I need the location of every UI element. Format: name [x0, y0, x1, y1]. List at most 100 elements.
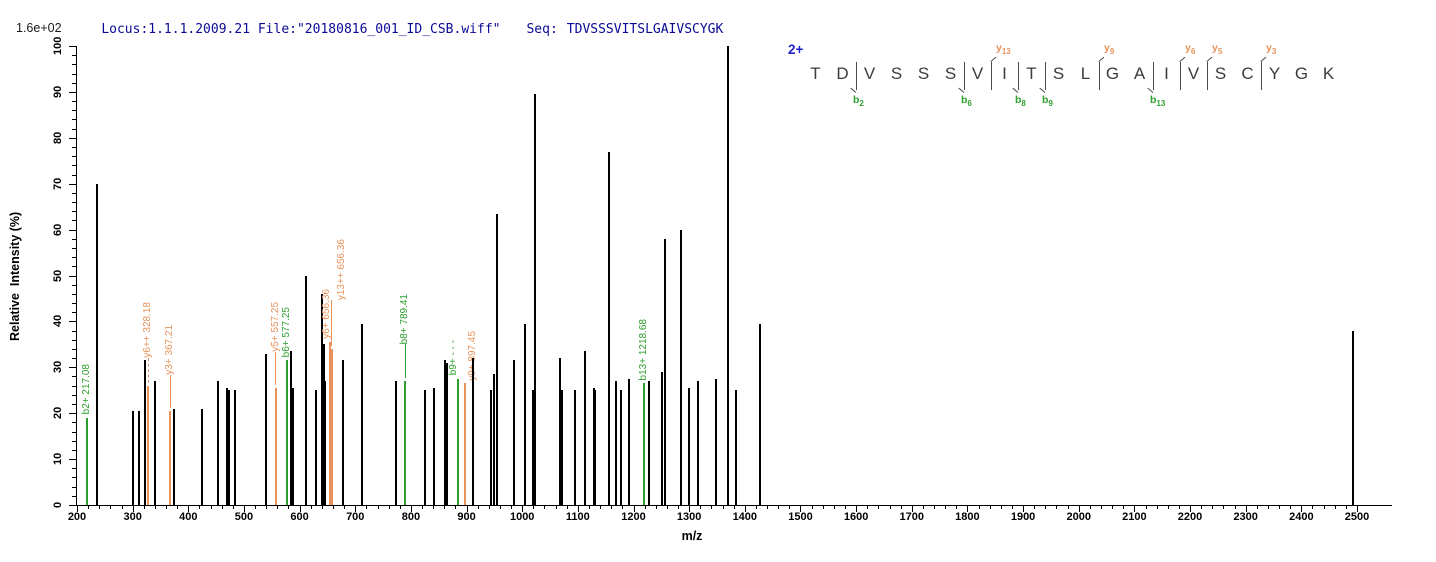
fragment-separator-y5 — [1207, 62, 1208, 90]
y-minor-tick — [72, 110, 76, 112]
x-minor-tick — [666, 506, 668, 509]
residue-13: A — [1133, 64, 1146, 83]
residue-3: V — [863, 64, 876, 83]
residue-10: S — [1052, 64, 1065, 83]
fragment-separator-y13 — [991, 62, 992, 90]
fragment-separator-b13 — [1153, 62, 1154, 90]
peak — [432, 387, 435, 505]
x-major-tick — [466, 506, 468, 512]
x-minor-tick — [321, 506, 323, 509]
y-major-tick — [69, 459, 76, 461]
x-minor-tick — [755, 506, 757, 509]
x-minor-tick — [989, 506, 991, 509]
y-minor-tick — [72, 247, 76, 249]
fragment-label-y9: y9 — [1104, 42, 1115, 57]
x-major-tick — [410, 506, 412, 512]
y-minor-tick — [72, 238, 76, 240]
y-minor-tick — [72, 468, 76, 470]
x-minor-tick — [154, 506, 156, 509]
y-minor-tick — [72, 422, 76, 424]
residue-15: V — [1187, 64, 1200, 83]
y-minor-tick — [72, 284, 76, 286]
peak-annotation: y5+ 557.25 — [269, 302, 281, 352]
x-minor-tick — [1089, 506, 1091, 509]
peak — [200, 408, 203, 505]
y-major-tick — [69, 137, 76, 139]
peak — [445, 362, 448, 505]
peak — [342, 360, 345, 505]
x-tick-label: 1300 — [676, 511, 702, 523]
x-minor-tick — [221, 506, 223, 509]
y-minor-tick — [72, 55, 76, 57]
x-minor-tick — [1256, 506, 1258, 509]
peak-annotation: b8+ 789.41 — [399, 293, 411, 345]
y-major-tick — [69, 229, 76, 231]
y-minor-tick — [72, 358, 76, 360]
x-minor-tick — [88, 506, 90, 509]
peak — [490, 390, 493, 505]
peak — [534, 94, 537, 505]
x-tick-label: 300 — [123, 511, 142, 523]
peak — [661, 371, 664, 505]
fragment-separator-b9 — [1045, 62, 1046, 90]
peak — [404, 381, 407, 505]
x-minor-tick — [845, 506, 846, 509]
x-minor-tick — [210, 506, 212, 509]
x-major-tick — [856, 506, 858, 512]
residue-9: T — [1026, 64, 1037, 83]
x-major-tick — [800, 506, 802, 512]
peak — [679, 229, 682, 505]
fragment-label-y6: y6 — [1185, 42, 1196, 57]
y-tick-label: 0 — [52, 501, 64, 509]
peak — [493, 374, 496, 505]
x-minor-tick — [1267, 506, 1269, 509]
peak — [496, 213, 499, 505]
y-minor-tick — [72, 119, 76, 121]
x-minor-tick — [900, 506, 902, 509]
y-minor-tick — [72, 431, 76, 433]
y-tick-label: 100 — [52, 36, 64, 56]
x-minor-tick — [1279, 506, 1281, 509]
x-minor-tick — [711, 506, 713, 509]
residue-17: C — [1241, 64, 1254, 83]
x-major-tick — [689, 506, 691, 512]
x-minor-tick — [589, 506, 590, 509]
x-minor-tick — [388, 506, 390, 509]
y-minor-tick — [72, 376, 76, 378]
peak — [614, 381, 617, 505]
y-tick-label: 50 — [52, 269, 64, 282]
x-minor-tick — [889, 506, 891, 509]
x-minor-tick — [811, 506, 813, 509]
x-major-tick — [355, 506, 357, 512]
x-minor-tick — [655, 506, 657, 509]
peak — [265, 353, 268, 505]
x-tick-label: 1400 — [732, 511, 758, 523]
y-minor-tick — [72, 192, 76, 194]
residue-14: I — [1164, 64, 1169, 83]
x-minor-tick — [833, 506, 835, 509]
peak — [727, 46, 730, 505]
peak — [574, 390, 577, 505]
x-major-tick — [1301, 506, 1303, 512]
peak — [234, 390, 237, 505]
x-minor-tick — [99, 506, 101, 509]
x-minor-tick — [644, 506, 646, 509]
x-minor-tick — [622, 506, 624, 509]
residue-5: S — [917, 64, 930, 83]
x-minor-tick — [455, 506, 457, 509]
x-minor-tick — [422, 506, 424, 509]
y-minor-tick — [72, 293, 76, 295]
y-tick-label: 10 — [52, 452, 64, 466]
peak — [96, 183, 99, 505]
y-minor-tick — [72, 477, 76, 479]
x-major-tick — [132, 506, 134, 512]
y-minor-tick — [72, 404, 76, 406]
x-minor-tick — [1000, 506, 1002, 509]
peak — [457, 378, 460, 505]
x-minor-tick — [232, 506, 234, 509]
peak — [216, 381, 219, 505]
y-minor-tick — [72, 486, 76, 488]
peak — [361, 323, 364, 505]
peak — [138, 410, 141, 505]
